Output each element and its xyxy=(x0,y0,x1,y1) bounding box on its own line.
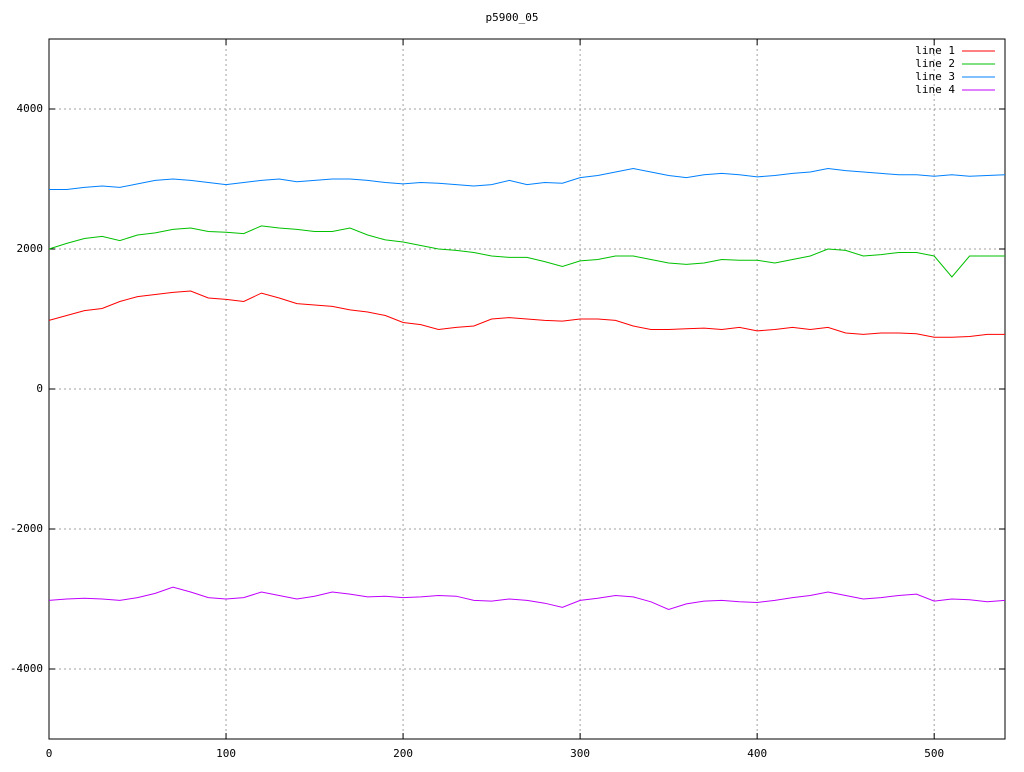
data-line xyxy=(48,290,1005,338)
y-tick-label: -4000 xyxy=(10,662,43,675)
y-tick-label: 2000 xyxy=(17,242,44,255)
chart-title: p5900_05 xyxy=(486,11,539,24)
x-tick-label: 0 xyxy=(46,747,53,760)
data-line xyxy=(48,586,1006,611)
legend-label: line 4 xyxy=(915,83,955,96)
y-tick-label: -2000 xyxy=(10,522,43,535)
legend-label: line 1 xyxy=(915,44,955,57)
x-tick-label: 500 xyxy=(924,747,944,760)
legend-label: line 3 xyxy=(915,70,955,83)
x-tick-label: 300 xyxy=(570,747,590,760)
data-line xyxy=(48,225,1005,278)
legend-label: line 2 xyxy=(915,57,955,70)
x-tick-label: 200 xyxy=(393,747,413,760)
x-tick-label: 100 xyxy=(216,747,236,760)
data-line xyxy=(49,167,1006,190)
y-tick-label: 0 xyxy=(36,382,43,395)
x-tick-label: 400 xyxy=(747,747,767,760)
plot-border xyxy=(48,38,1006,740)
y-tick-label: 4000 xyxy=(17,102,44,115)
